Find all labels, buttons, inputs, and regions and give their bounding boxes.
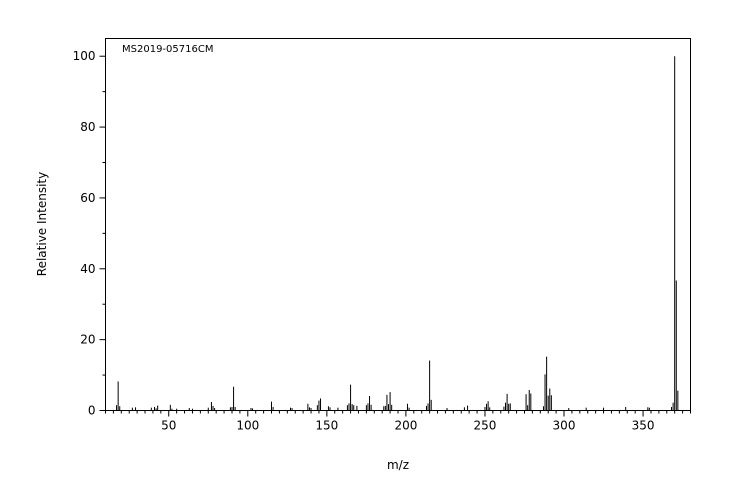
x-tick-label: 300 — [553, 419, 576, 433]
x-axis-label: m/z — [387, 458, 409, 472]
x-tick-label: 50 — [161, 419, 176, 433]
x-tick-label: 250 — [474, 419, 497, 433]
y-tick-label: 20 — [80, 333, 95, 347]
x-axis-ticks: 50 100 150 200 250 300 350 — [105, 410, 691, 433]
y-tick-label: 100 — [73, 49, 96, 63]
plot-frame — [105, 38, 691, 411]
y-tick-label: 40 — [80, 262, 95, 276]
x-tick-label: 100 — [236, 419, 259, 433]
spectrum-id-annotation: MS2019-05716CM — [122, 44, 213, 55]
x-tick-label: 200 — [394, 419, 417, 433]
x-tick-label: 150 — [315, 419, 338, 433]
y-tick-label: 60 — [80, 191, 95, 205]
spectrum-bars — [116, 56, 679, 411]
y-tick-label: 80 — [80, 120, 95, 134]
y-axis-ticks: 0 20 40 60 80 100 — [73, 49, 106, 418]
y-tick-label: 0 — [88, 404, 96, 418]
y-axis-label: Relative Intensity — [35, 172, 49, 276]
x-tick-label: 350 — [632, 419, 655, 433]
